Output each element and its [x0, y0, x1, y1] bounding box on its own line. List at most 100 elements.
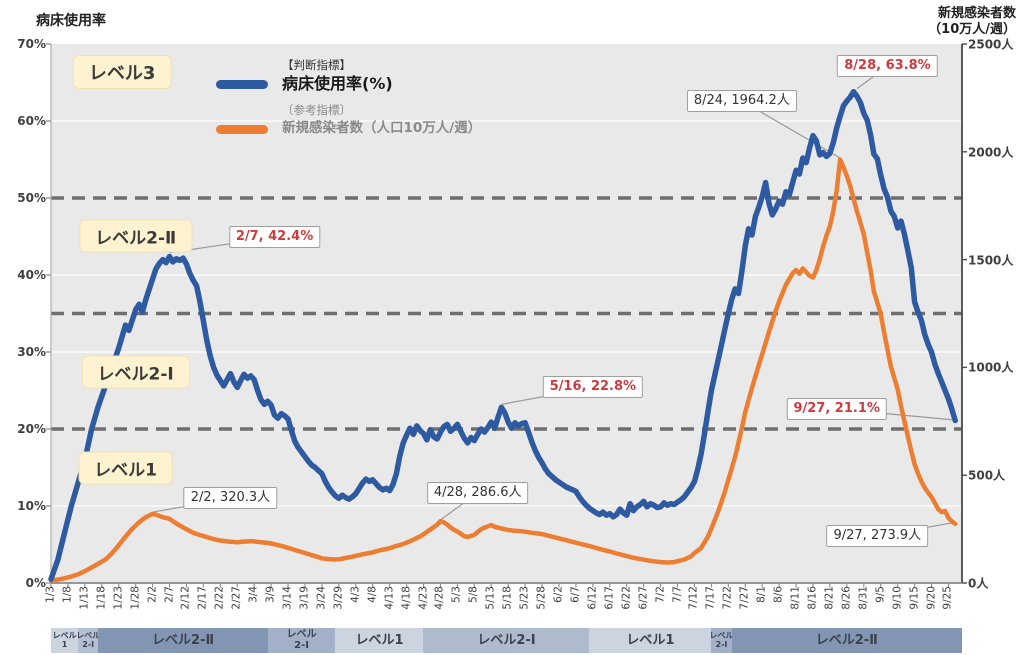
y-right-label-0人: 0人: [968, 576, 989, 591]
y-left-label-0%: 0%: [25, 576, 46, 590]
right-axis-title-line1: 新規感染者数: [937, 6, 1016, 21]
series-bed-occupancy-line: [48, 88, 958, 582]
x-label-6/17: 6/17: [603, 586, 616, 610]
right-axis-title-line2: （10万人/週）: [928, 22, 1016, 37]
y-left-label-30%: 30%: [17, 345, 46, 359]
legend-label-bed-occupancy: 病床使用率(%): [282, 74, 393, 93]
annotation-9/27, 21.1%: 9/27, 21.1%: [786, 397, 887, 420]
x-label-4/13: 4/13: [383, 586, 396, 610]
band-segment-レベル2-Ⅰ: レベル2-Ⅰ: [423, 628, 590, 653]
annotation-2/2, 320.3人: 2/2, 320.3人: [183, 487, 278, 510]
annotation-8/28, 63.8%: 8/28, 63.8%: [837, 55, 938, 78]
x-label-2/17: 2/17: [196, 586, 209, 610]
x-label-3/9: 3/9: [264, 586, 277, 603]
x-label-6/22: 6/22: [620, 586, 633, 610]
x-label-1/8: 1/8: [61, 586, 74, 603]
x-label-8/6: 8/6: [772, 586, 785, 603]
x-label-5/23: 5/23: [518, 586, 531, 610]
x-label-6/12: 6/12: [586, 586, 599, 610]
x-label-9/10: 9/10: [891, 586, 904, 610]
x-label-2/12: 2/12: [179, 586, 192, 610]
annotation-4/28, 286.6人: 4/28, 286.6人: [426, 481, 529, 504]
x-label-9/15: 9/15: [908, 586, 921, 610]
x-label-3/29: 3/29: [332, 586, 345, 610]
legend-tag-reference: 〔参考指標〕: [282, 103, 351, 117]
band-segment-レベル2-Ⅱ: レベル2-Ⅱ: [731, 628, 962, 653]
right-axis-title: 新規感染者数 （10万人/週）: [928, 6, 1016, 38]
left-axis-title: 病床使用率: [36, 13, 106, 29]
x-label-7/17: 7/17: [704, 586, 717, 610]
x-label-2/2: 2/2: [146, 586, 159, 603]
x-label-1/23: 1/23: [112, 586, 125, 610]
x-label-4/3: 4/3: [349, 586, 362, 603]
x-label-7/7: 7/7: [671, 586, 684, 603]
x-label-3/24: 3/24: [315, 586, 328, 610]
x-label-1/18: 1/18: [95, 586, 108, 610]
x-label-1/3: 1/3: [44, 586, 57, 603]
series-new-cases-line: [48, 157, 958, 583]
x-label-1/28: 1/28: [129, 586, 142, 610]
legend-row-new-cases: 〔参考指標〕 新規感染者数（人口10万人/週）: [216, 103, 481, 139]
annotation-9/27, 273.9人: 9/27, 273.9人: [826, 525, 929, 548]
x-label-9/5: 9/5: [874, 586, 887, 603]
x-label-6/27: 6/27: [637, 586, 650, 610]
x-label-5/18: 5/18: [501, 586, 514, 610]
legend-swatch-orange-line: [216, 125, 268, 134]
band-segment-レベル1: レベル1: [589, 628, 712, 653]
y-left-label-10%: 10%: [17, 499, 46, 513]
level-label-レベル1: レベル1: [78, 451, 173, 485]
y-right-label-1000人: 1000人: [968, 360, 1014, 375]
legend: 【判断指標】 病床使用率(%) 〔参考指標〕 新規感染者数（人口10万人/週）: [216, 58, 481, 148]
x-label-4/28: 4/28: [433, 586, 446, 610]
x-label-8/26: 8/26: [840, 586, 853, 610]
y-right-label-2000人: 2000人: [968, 145, 1014, 160]
x-label-9/20: 9/20: [925, 586, 938, 610]
x-label-6/2: 6/2: [552, 586, 565, 603]
level-period-band: レベル 1 レベル 2-Ⅰ レベル2-Ⅱ レベル 2-Ⅰ レベル1 レベル2-Ⅰ レベル1 レベル 2…: [51, 628, 962, 653]
x-label-7/2: 7/2: [654, 586, 667, 603]
y-left-label-60%: 60%: [17, 114, 46, 128]
x-label-2/27: 2/27: [230, 586, 243, 610]
x-label-9/25: 9/25: [941, 586, 954, 610]
x-label-4/18: 4/18: [400, 586, 413, 610]
annotation-2/7, 42.4%: 2/7, 42.4%: [228, 226, 321, 249]
y-right-label-500人: 500人: [968, 468, 1006, 483]
x-label-1/13: 1/13: [78, 586, 91, 610]
x-label-6/7: 6/7: [569, 586, 582, 603]
legend-label-new-cases: 新規感染者数（人口10万人/週）: [282, 120, 482, 136]
x-label-3/19: 3/19: [298, 586, 311, 610]
x-label-7/27: 7/27: [738, 586, 751, 610]
x-label-3/4: 3/4: [247, 586, 260, 603]
x-label-8/11: 8/11: [789, 586, 802, 610]
x-label-4/23: 4/23: [417, 586, 430, 610]
y-right-label-1500人: 1500人: [968, 253, 1014, 268]
annotation-8/24, 1964.2人: 8/24, 1964.2人: [686, 89, 797, 112]
x-label-5/8: 5/8: [467, 586, 480, 603]
x-label-5/13: 5/13: [484, 586, 497, 610]
x-label-5/3: 5/3: [450, 586, 463, 603]
y-left-label-70%: 70%: [17, 37, 46, 51]
x-label-5/28: 5/28: [535, 586, 548, 610]
x-label-8/31: 8/31: [857, 586, 870, 610]
level-label-レベル2-Ⅱ: レベル2-Ⅱ: [79, 219, 193, 253]
y-right-label-2500人: 2500人: [968, 37, 1014, 52]
level-label-レベル3: レベル3: [72, 54, 172, 89]
band-segment-レベル1: レベル1: [335, 628, 424, 653]
x-label-3/14: 3/14: [281, 586, 294, 610]
x-label-8/21: 8/21: [823, 586, 836, 610]
x-label-7/22: 7/22: [721, 586, 734, 610]
y-left-label-20%: 20%: [17, 422, 46, 436]
x-label-7/12: 7/12: [687, 586, 700, 610]
x-label-2/7: 2/7: [163, 586, 176, 603]
y-left-label-40%: 40%: [17, 268, 46, 282]
y-left-label-50%: 50%: [17, 191, 46, 205]
x-label-4/8: 4/8: [366, 586, 379, 603]
annotation-5/16, 22.8%: 5/16, 22.8%: [542, 376, 644, 399]
